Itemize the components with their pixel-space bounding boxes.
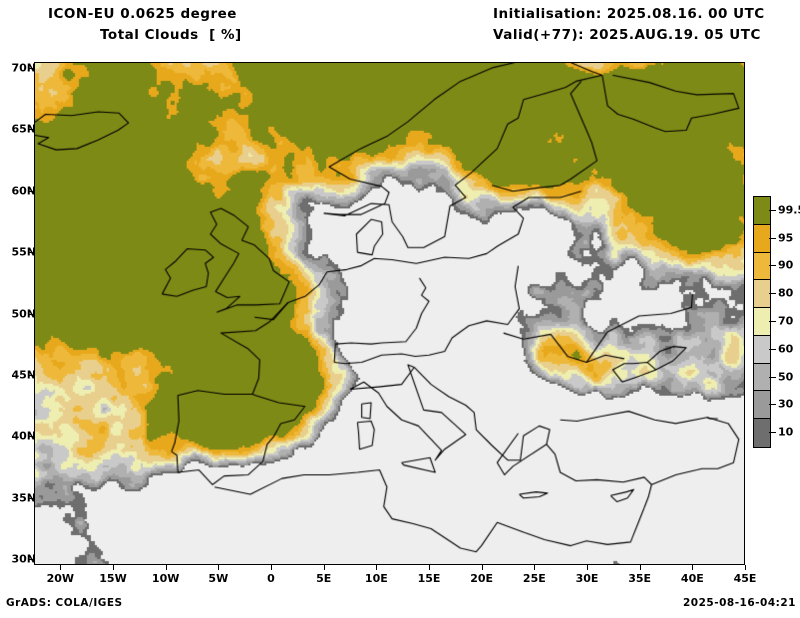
- colorbar-band-90: [754, 252, 770, 281]
- x-axis-label-8: 20E: [470, 572, 494, 585]
- colorbar-label-60: 60: [778, 342, 794, 356]
- colorbar-label-95: 95: [778, 231, 794, 245]
- render-timestamp: 2025-08-16-04:21: [683, 597, 796, 609]
- x-axis-tick: [587, 565, 588, 570]
- colorbar-separator: [753, 223, 771, 225]
- x-axis-label-5: 5E: [316, 572, 332, 585]
- y-axis-label-5: 45N: [11, 368, 36, 382]
- colorbar-tick: [769, 432, 776, 434]
- x-axis-tick: [113, 565, 114, 570]
- y-axis-label-1: 65N: [11, 122, 36, 136]
- y-axis-tick: [29, 436, 34, 438]
- x-axis-label-4: 0: [267, 572, 275, 585]
- colorbar-tick: [769, 321, 776, 322]
- colorbar-band-70: [754, 308, 770, 336]
- y-axis-tick: [29, 497, 34, 499]
- colorbar-tick: [769, 348, 776, 350]
- colorbar-band-60: [754, 335, 770, 364]
- colorbar-band-30: [754, 391, 770, 420]
- x-axis-tick: [429, 565, 430, 570]
- initialisation-label: Initialisation: 2025.08.16. 00 UTC: [493, 6, 765, 22]
- map-plot-area: [34, 62, 745, 565]
- x-axis-label-7: 15E: [417, 572, 441, 585]
- colorbar-tick: [769, 404, 776, 406]
- colorbar-label-99.5: 99.5: [778, 203, 800, 217]
- colorbar-band-95: [754, 224, 770, 253]
- colorbar-separator: [753, 307, 771, 309]
- x-axis-tick: [481, 565, 483, 570]
- x-axis-label-11: 35E: [628, 572, 652, 585]
- x-axis-tick: [692, 565, 694, 570]
- colorbar-band-10: [754, 419, 770, 447]
- colorbar-label-50: 50: [778, 370, 794, 384]
- y-axis-label-7: 35N: [11, 491, 36, 505]
- y-axis-tick: [29, 252, 34, 254]
- y-axis-label-0: 70N: [11, 61, 36, 75]
- y-axis-tick: [29, 68, 34, 70]
- y-axis-tick: [29, 313, 34, 315]
- colorbar-band-99.5: [754, 197, 770, 225]
- x-axis-label-9: 25E: [522, 572, 546, 585]
- y-axis-tick: [29, 374, 34, 376]
- colorbar-tick: [769, 209, 776, 211]
- x-axis-label-3: 5W: [208, 572, 229, 585]
- y-axis-tick: [29, 129, 34, 131]
- y-axis-label-3: 55N: [11, 245, 36, 259]
- y-axis-label-6: 40N: [11, 429, 36, 443]
- colorbar-icon: [753, 196, 771, 448]
- y-axis-label-2: 60N: [11, 184, 36, 198]
- model-name-label: ICON-EU 0.0625 degree: [48, 6, 237, 22]
- x-axis-label-2: 10W: [151, 572, 180, 585]
- y-axis-tick: [29, 558, 34, 560]
- colorbar-band-50: [754, 363, 770, 392]
- x-axis-label-1: 15W: [99, 572, 127, 585]
- x-axis-tick: [60, 565, 62, 570]
- x-axis-tick: [745, 565, 746, 570]
- colorbar-tick: [769, 293, 776, 295]
- colorbar-separator: [753, 418, 771, 420]
- colorbar-tick: [769, 237, 776, 239]
- colorbar-band-80: [754, 280, 770, 309]
- y-axis-label-4: 50N: [11, 307, 36, 320]
- x-axis-label-12: 40E: [680, 572, 704, 585]
- colorbar-separator: [753, 390, 771, 392]
- x-axis-label-0: 20W: [46, 572, 75, 585]
- field-name-label: Total Clouds [ %]: [100, 27, 242, 43]
- y-axis-tick: [29, 190, 34, 192]
- valid-time-label: Valid(+77): 2025.AUG.19. 05 UTC: [493, 27, 761, 43]
- x-axis-tick: [639, 565, 641, 570]
- colorbar-label-80: 80: [778, 286, 794, 300]
- colorbar-separator: [753, 251, 771, 253]
- y-axis-label-8: 30N: [11, 552, 36, 566]
- colorbar-separator: [753, 334, 771, 336]
- grads-credit-label: GrADS: COLA/IGES: [6, 597, 123, 609]
- x-axis-label-13: 45E: [733, 572, 757, 585]
- colorbar-label-30: 30: [778, 397, 794, 411]
- colorbar-separator: [753, 279, 771, 281]
- colorbar-separator: [753, 362, 771, 364]
- colorbar-label-10: 10: [778, 425, 794, 439]
- x-axis-label-6: 10E: [364, 572, 388, 585]
- colorbar-tick: [769, 265, 776, 267]
- x-axis-tick: [534, 565, 536, 570]
- x-axis-tick: [323, 565, 325, 570]
- x-axis-tick: [271, 565, 272, 570]
- cloud-cover-heatmap: [35, 63, 744, 564]
- x-axis-label-10: 30E: [575, 572, 599, 585]
- x-axis-tick: [218, 565, 220, 570]
- colorbar-tick: [769, 376, 776, 378]
- x-axis-tick: [376, 565, 378, 570]
- x-axis-tick: [165, 565, 167, 570]
- colorbar-label-90: 90: [778, 258, 794, 272]
- colorbar-label-70: 70: [778, 314, 794, 328]
